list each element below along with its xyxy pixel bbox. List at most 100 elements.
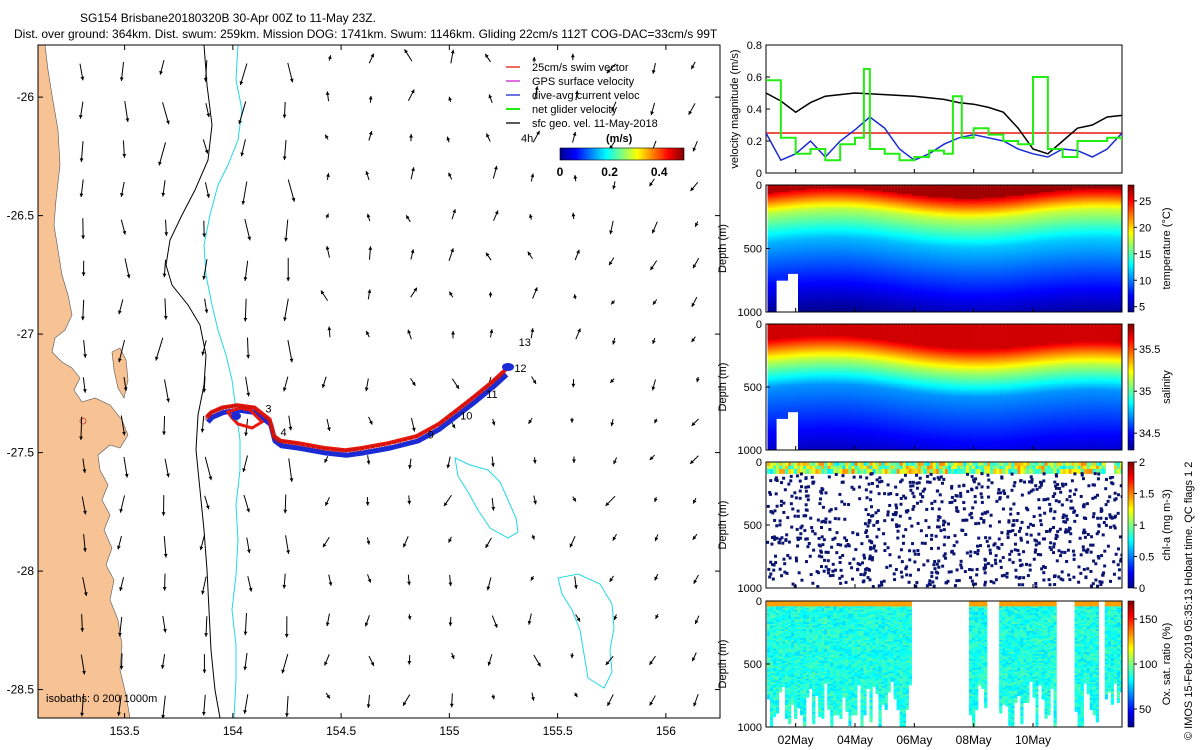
track-marker: ×	[204, 413, 209, 423]
sfc-vel-arrowhead	[410, 89, 415, 94]
sfc-vel-arrowhead	[446, 464, 451, 469]
track-marker: ×	[271, 432, 276, 442]
speed-colorbar-tick-label: 0.4	[651, 165, 668, 179]
sfc-vel-arrowhead	[733, 185, 736, 189]
sfc-vel-arrowhead	[491, 463, 495, 467]
track-red-swim	[205, 368, 508, 453]
track-marker: ×	[414, 432, 419, 442]
track-marker: ×	[375, 441, 380, 451]
sfc-vel-arrowhead	[570, 654, 575, 659]
sfc-vel-arrowhead	[202, 669, 207, 674]
sfc-vel-arrowhead	[610, 378, 615, 383]
sfc-vel-arrowhead	[451, 330, 455, 335]
sfc-vel-arrowhead	[612, 340, 616, 345]
section-sample	[803, 309, 807, 312]
sfc-vel-arrowhead	[450, 49, 455, 54]
track-marker: ×	[268, 422, 273, 432]
sfc-vel-arrow	[238, 101, 247, 125]
sfc-vel-arrowhead	[491, 695, 496, 700]
sfc-vel-arrowhead	[161, 512, 166, 516]
sfc-vel-arrowhead	[320, 290, 325, 295]
velocity-ytick-label: 0.6	[747, 72, 762, 84]
sfc-vel-arrowhead	[527, 620, 532, 625]
track-marker: ×	[403, 435, 408, 445]
track-marker: ×	[206, 411, 211, 421]
track-marker: ×	[207, 409, 212, 419]
sfc-vel-arrowhead	[652, 300, 657, 305]
sfc-vel-arrowhead	[688, 110, 693, 115]
track-marker: ×	[264, 413, 269, 423]
sfc-vel-arrowhead	[612, 185, 616, 190]
sfc-vel-arrow	[732, 258, 738, 265]
sfc-vel-arrowhead	[649, 701, 654, 706]
track-marker: ×	[469, 394, 474, 404]
sfc-vel-arrowhead	[573, 174, 578, 179]
sfc-vel-arrowhead	[281, 669, 286, 674]
track-marker: ×	[492, 375, 497, 385]
track-marker: ×	[267, 415, 272, 425]
track-marker: ×	[228, 402, 233, 412]
sfc-vel-arrowhead	[364, 622, 369, 627]
sfc-vel-arrowhead	[691, 338, 696, 343]
section-sample	[767, 309, 771, 312]
sfc-vel-arrowhead	[654, 537, 659, 542]
sfc-vel-arrowhead	[162, 273, 167, 278]
track-marker: ×	[391, 438, 396, 448]
track-marker: ×	[219, 404, 224, 414]
track-marker: ×	[346, 446, 351, 456]
sfc-vel-arrowhead	[325, 246, 330, 250]
sfc-vel-arrowhead	[200, 428, 205, 433]
track-start-marker	[231, 412, 241, 420]
sfc-vel-arrowhead	[411, 381, 416, 386]
track-marker: ×	[295, 439, 300, 449]
glider-track: ××××××××××××××××××××××××××××××××××××××××…	[204, 337, 531, 458]
sfc-vel-arrowhead	[246, 392, 251, 397]
sfc-vel-arrowhead	[366, 460, 371, 465]
sfc-vel-arrowhead	[448, 622, 453, 626]
track-marker: ×	[269, 425, 274, 435]
velocity-series-sfc-geo-vel-	[766, 92, 1122, 155]
map-legend: 25cm/s swim vector GPS surface velocity …	[506, 62, 685, 179]
track-marker: ×	[206, 410, 211, 420]
track-marker: ×	[349, 445, 354, 455]
sfc-vel-arrowhead	[530, 576, 535, 581]
section-sample	[827, 309, 831, 312]
track-end-marker	[502, 363, 514, 371]
sfc-vel-arrowhead	[366, 540, 371, 545]
section-sample	[939, 309, 943, 312]
sfc-vel-arrowhead	[605, 502, 610, 506]
section-sample	[867, 309, 871, 312]
section-sample	[797, 309, 801, 312]
sfc-vel-arrowhead	[576, 249, 580, 254]
sfc-vel-arrowhead	[534, 287, 538, 292]
sfc-vel-arrowhead	[81, 235, 86, 240]
map-xtick-label: 154	[223, 724, 243, 738]
sfc-vel-arrowhead	[326, 694, 330, 699]
track-marker: ×	[310, 442, 315, 452]
track-marker: ×	[500, 368, 505, 378]
isobath-200m	[203, 45, 243, 718]
sfc-vel-arrowhead	[485, 543, 490, 548]
section-sample	[888, 309, 892, 312]
sfc-vel-arrowhead	[446, 136, 451, 141]
section-sample	[897, 309, 901, 312]
day-label: 9	[428, 429, 434, 441]
sfc-vel-arrowhead	[411, 167, 415, 172]
sfc-vel-arrowhead	[327, 55, 332, 60]
sfc-vel-arrow	[80, 416, 83, 441]
sfc-vel-arrowhead	[246, 549, 251, 554]
port-marker-icon	[79, 417, 87, 425]
map-ytick-label: -28.5	[7, 683, 35, 697]
sfc-vel-arrowhead	[159, 70, 163, 75]
sfc-vel-arrowhead	[244, 432, 248, 437]
sfc-vel-arrowhead	[572, 497, 576, 502]
sfc-vel-arrow	[730, 457, 739, 466]
sfc-vel-arrowhead	[449, 703, 454, 708]
sfc-vel-arrowhead	[530, 328, 535, 333]
sfc-vel-arrowhead	[119, 587, 123, 591]
sfc-vel-arrowhead	[369, 420, 373, 425]
track-blue-dive-avg	[206, 372, 509, 458]
sfc-vel-arrowhead	[328, 581, 333, 586]
velocity-ylabel: velocity magnitude (m/s)	[729, 49, 741, 168]
